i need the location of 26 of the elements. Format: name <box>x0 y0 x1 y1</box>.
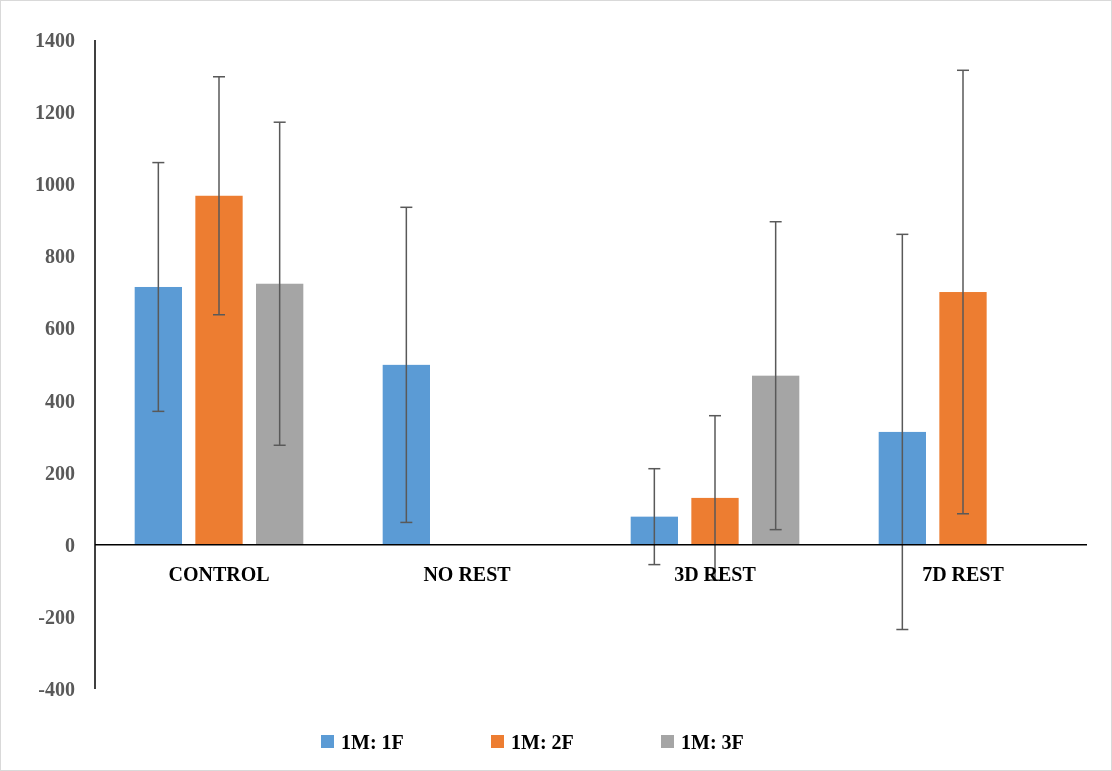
legend-label: 1M: 3F <box>681 731 744 753</box>
x-tick-label: 7D REST <box>922 562 1005 585</box>
y-tick-label: 1200 <box>35 101 75 124</box>
bar <box>195 195 243 545</box>
bar <box>382 364 430 545</box>
y-tick-label: 0 <box>65 533 75 556</box>
y-tick-label: -400 <box>38 678 75 700</box>
legend-label: 1M: 2F <box>511 731 574 753</box>
bar <box>939 292 987 545</box>
bar <box>630 516 678 545</box>
y-tick-label: -200 <box>38 605 75 628</box>
x-tick-label: CONTROL <box>168 562 270 585</box>
y-tick-label: 800 <box>45 245 75 268</box>
bar <box>752 375 800 545</box>
bar <box>256 283 304 545</box>
x-tick-label: 3D REST <box>674 562 757 585</box>
y-tick-label: 400 <box>45 389 75 412</box>
bar <box>878 431 926 545</box>
legend-label: 1M: 1F <box>341 731 404 753</box>
y-tick-label: 600 <box>45 317 75 340</box>
bar <box>134 286 182 545</box>
y-tick-label: 200 <box>45 461 75 484</box>
y-tick-label: 1000 <box>35 173 75 196</box>
x-tick-label: NO REST <box>423 562 512 585</box>
y-tick-label: 1400 <box>35 29 75 51</box>
bar <box>691 497 739 545</box>
